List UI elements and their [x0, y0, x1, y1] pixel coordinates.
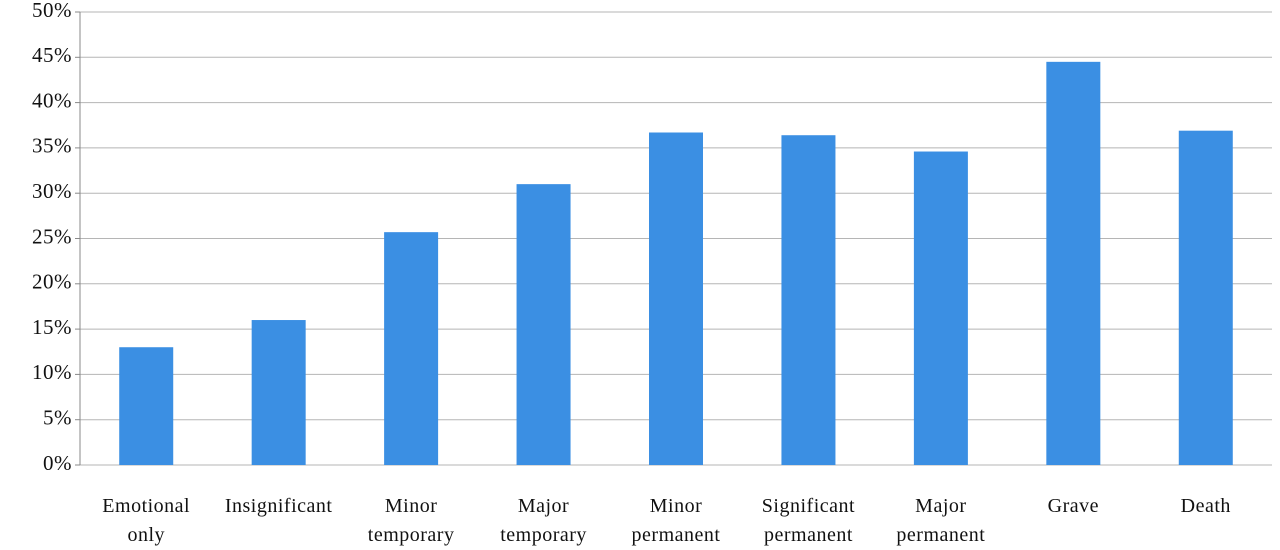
bar: [251, 320, 306, 465]
bar: [119, 347, 174, 465]
x-tick-label: Major temporary: [500, 495, 587, 546]
y-tick-label: 45%: [32, 43, 72, 67]
bar: [516, 184, 571, 465]
x-tick-label: Insignificant: [224, 495, 333, 517]
y-tick-label: 35%: [32, 134, 72, 158]
y-tick-label: 20%: [32, 270, 72, 294]
y-tick-label: 15%: [32, 315, 72, 339]
bar: [913, 151, 968, 466]
x-tick-label: Emotional only: [102, 495, 191, 546]
y-tick-label: 10%: [32, 360, 72, 384]
y-tick-label: 50%: [32, 0, 72, 22]
bar: [384, 232, 439, 465]
x-tick-label: Minor permanent: [631, 495, 721, 546]
y-tick-label: 25%: [32, 224, 72, 248]
x-tick-label: Minor temporary: [367, 495, 455, 546]
x-tick-label: Major permanent: [896, 495, 986, 546]
y-tick-label: 40%: [32, 88, 72, 112]
x-tick-label: Death: [1180, 495, 1231, 517]
bar: [781, 135, 836, 465]
x-tick-label: Grave: [1047, 495, 1099, 517]
y-tick-label: 0%: [43, 451, 72, 475]
bar: [1046, 61, 1101, 466]
y-tick-label: 30%: [32, 179, 72, 203]
y-tick-label: 5%: [43, 406, 72, 430]
bar: [1178, 130, 1233, 465]
bar: [649, 132, 703, 466]
x-tick-label: Significant permanent: [761, 495, 856, 546]
